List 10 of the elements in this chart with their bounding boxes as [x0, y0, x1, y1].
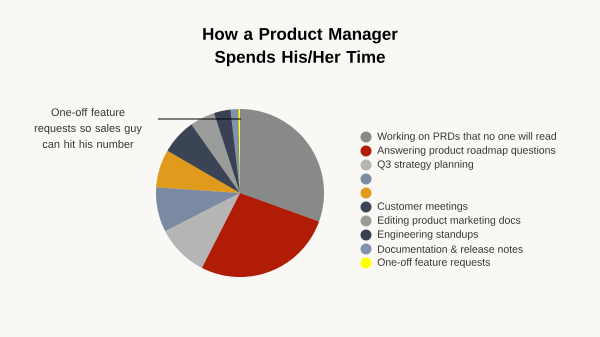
text: One-off feature requests so sales guy can hit his number	[34, 108, 142, 148]
legend-label: One-off feature requests	[378, 258, 490, 268]
legend-label: Q3 strategy planning	[378, 160, 474, 170]
chart-title: How a Product Manager Spends His/Her Time	[203, 28, 398, 66]
legend-label: Documentation & release notes	[378, 245, 523, 253]
legend-label: Answering product roadmap questions	[377, 146, 556, 156]
legend-label: Editing product marketing docs	[378, 216, 520, 226]
legend-label: Working on PRDs that no one will read	[377, 132, 556, 142]
legend-label: Engineering standups	[378, 230, 478, 240]
legend-label: Customer meetings	[378, 202, 468, 212]
